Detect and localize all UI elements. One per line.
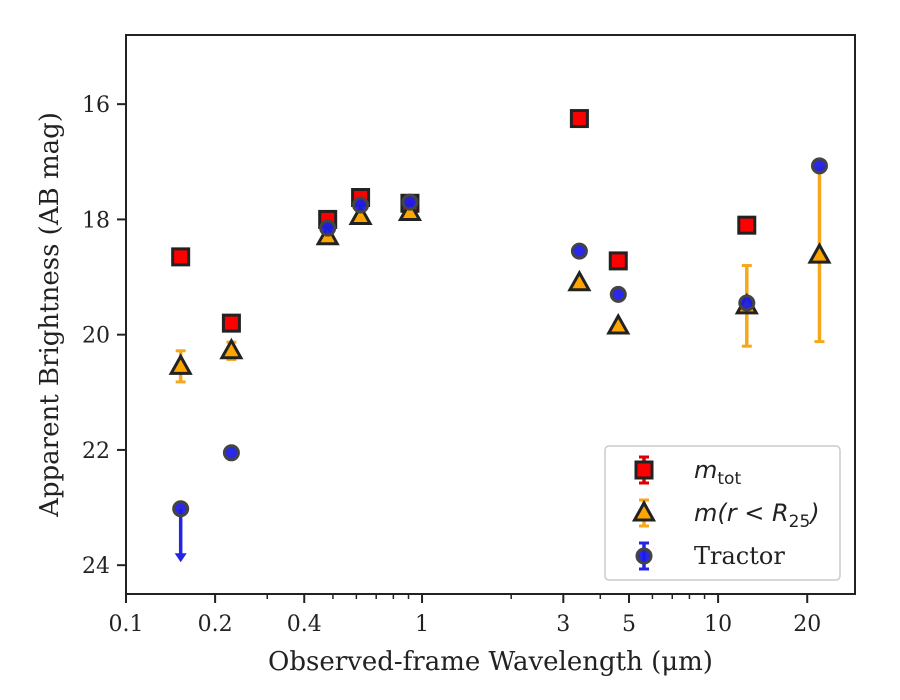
marker-square — [221, 313, 241, 333]
series-triangle — [168, 167, 832, 384]
data-point — [608, 251, 628, 271]
legend-marker-square — [634, 460, 654, 480]
x-tick-label: 0.1 — [109, 612, 144, 637]
marker-square — [737, 215, 757, 235]
data-point — [219, 337, 244, 361]
data-point — [401, 193, 419, 211]
marker-circle — [738, 294, 756, 312]
data-point — [569, 109, 589, 129]
marker-circle — [172, 500, 190, 518]
legend-entry: m(r < R25) — [631, 498, 820, 532]
y-tick-label: 16 — [82, 93, 110, 118]
marker-circle — [222, 444, 240, 462]
data-point — [352, 196, 370, 214]
data-point — [348, 203, 373, 226]
legend-label: m(r < R25) — [694, 499, 820, 532]
data-point — [807, 167, 832, 344]
y-tick-label: 22 — [82, 439, 110, 464]
data-point — [171, 247, 191, 267]
marker-triangle — [807, 242, 832, 264]
legend-box — [604, 445, 841, 581]
plot-frame — [125, 34, 856, 595]
marker-triangle — [567, 269, 592, 292]
legend-entry: mtot — [634, 455, 741, 489]
x-tick-label: 5 — [622, 612, 636, 637]
data-point — [609, 285, 627, 303]
marker-circle — [401, 193, 419, 211]
legend-marker-circle — [635, 547, 653, 565]
data-point — [738, 294, 756, 312]
legend-entry: Tractor — [635, 541, 785, 571]
marker-circle — [609, 285, 627, 303]
data-point — [319, 219, 337, 237]
legend-label: Tractor — [694, 542, 785, 570]
x-tick-label: 10 — [704, 612, 732, 637]
x-tick-label: 20 — [793, 612, 821, 637]
marker-triangle — [397, 199, 422, 221]
marker-square — [569, 109, 589, 129]
x-axis-label: Observed-frame Wavelength (μm) — [268, 647, 713, 677]
marker-circle — [319, 219, 337, 237]
x-tick-label: 0.2 — [198, 612, 233, 637]
data-point — [606, 312, 631, 335]
upper-limit-arrow — [174, 553, 187, 563]
y-tick-label: 18 — [82, 208, 110, 233]
marker-triangle — [348, 203, 373, 226]
series-square — [171, 109, 757, 333]
y-tick-label: 20 — [82, 324, 110, 349]
legend: mtot m(r < R25) Tractor — [604, 445, 841, 581]
y-tick-label: 24 — [82, 554, 110, 579]
data-point — [168, 349, 193, 384]
data-point — [221, 313, 241, 333]
x-tick-label: 0.4 — [287, 612, 322, 637]
marker-circle — [570, 242, 588, 260]
marker-triangle — [168, 353, 193, 375]
data-point — [567, 269, 592, 292]
marker-triangle — [606, 312, 631, 335]
data-point — [222, 444, 240, 462]
x-tick-label: 1 — [415, 612, 429, 637]
marker-circle — [352, 196, 370, 214]
marker-square — [608, 251, 628, 271]
data-point — [397, 199, 422, 221]
data-point — [810, 157, 828, 175]
series-circle — [172, 157, 828, 563]
data-point — [737, 215, 757, 235]
plot-layer — [168, 109, 832, 563]
legend-marker-triangle — [631, 499, 657, 522]
x-tick-label: 3 — [556, 612, 570, 637]
x-axis-ticks: 0.1 0.2 0.4 1 3 5 10 20 — [109, 594, 821, 637]
marker-square — [171, 247, 191, 267]
data-point — [172, 500, 190, 563]
marker-circle — [810, 157, 828, 175]
data-point — [570, 242, 588, 260]
marker-triangle — [219, 337, 244, 360]
legend-label: mtot — [694, 456, 741, 489]
y-axis-ticks: 16 18 20 22 24 — [82, 93, 126, 579]
y-axis-label: Apparent Brightness (AB mag) — [35, 112, 65, 518]
